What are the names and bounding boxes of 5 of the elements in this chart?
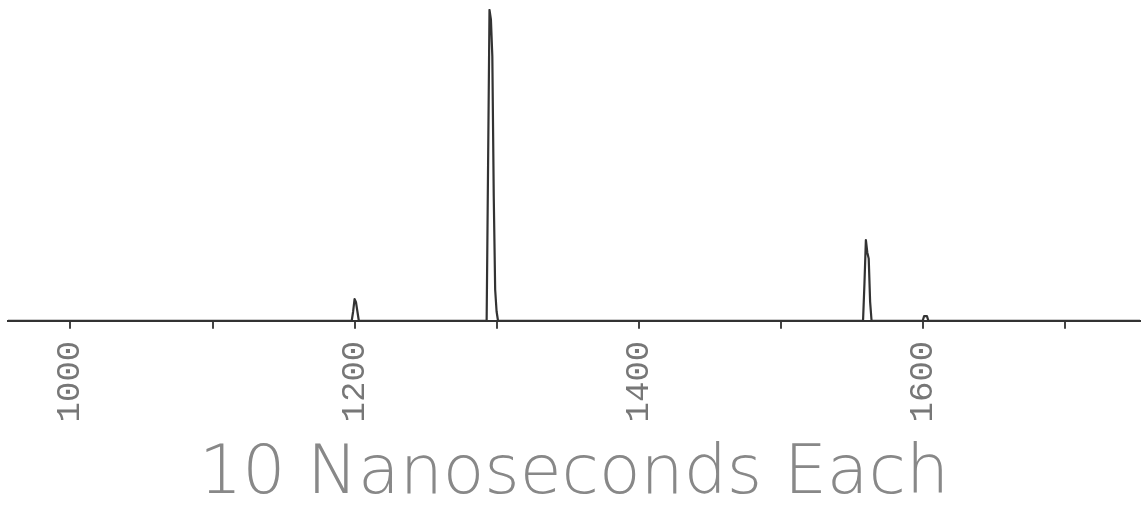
x-tick-label: 1600: [903, 340, 942, 423]
x-tick-label: 1400: [619, 340, 658, 423]
x-tick-label: 1000: [51, 340, 90, 423]
x-axis-title: 10 Nanoseconds Each: [198, 429, 950, 509]
x-tick-label: 1200: [335, 340, 374, 423]
